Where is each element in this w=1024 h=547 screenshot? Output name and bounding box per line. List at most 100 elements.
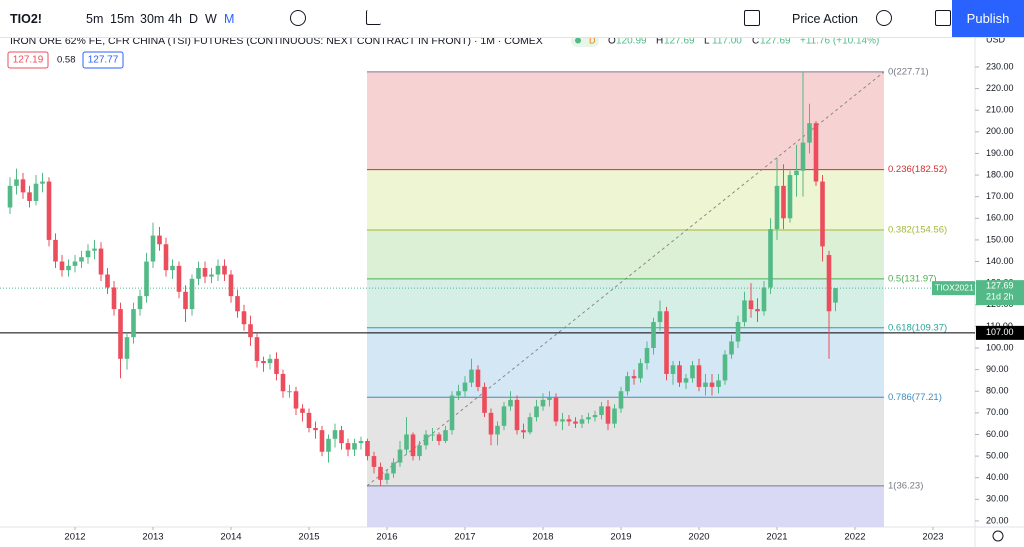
ohlc-key: L (704, 36, 710, 47)
publish-button[interactable]: Publish (952, 0, 1024, 37)
candle-body (761, 287, 767, 312)
interval[interactable]: 30m (140, 12, 165, 26)
candle-body (625, 376, 630, 392)
candle-body (612, 408, 617, 424)
y-tick-label: 180.00 (986, 169, 1014, 179)
candle-body (209, 274, 214, 277)
candle-body (332, 430, 338, 439)
candle-body (157, 235, 162, 245)
candle-body (196, 268, 201, 279)
badge: D (589, 35, 596, 45)
candle-body (781, 185, 786, 219)
candle-body (384, 473, 390, 480)
candle-body (813, 123, 819, 182)
candle-body (475, 369, 481, 387)
candle-body (105, 274, 110, 288)
candle-body (72, 261, 78, 266)
x-tick-label: 2017 (454, 532, 475, 543)
candle-body (111, 287, 117, 310)
rect-icon[interactable] (744, 10, 760, 26)
x-tick-label: 2019 (610, 532, 631, 543)
fib-zone (367, 278, 884, 328)
interval[interactable]: D (189, 12, 199, 26)
candle-body (137, 296, 143, 310)
candle-body (326, 438, 331, 452)
candle-body (748, 300, 754, 310)
candle-body (592, 415, 598, 418)
candle-body (300, 408, 305, 413)
fib-zone (367, 397, 884, 486)
candle-body (794, 170, 799, 176)
candle-body (228, 274, 234, 297)
interval[interactable]: W (205, 12, 217, 26)
bid: 127.19 (13, 55, 44, 66)
candle-body (755, 309, 760, 312)
ohlc-key: C (752, 36, 759, 47)
y-tick-label: 150.00 (986, 234, 1014, 244)
layout-name[interactable]: Price Action (792, 12, 859, 26)
candle-body (339, 430, 344, 444)
candle-body (599, 406, 604, 416)
x-tick-label: 2013 (142, 532, 163, 543)
ask-box (82, 51, 124, 69)
hline-label: 107.00 (986, 327, 1014, 337)
candle-body (267, 358, 273, 364)
candle-body (631, 376, 637, 379)
interval[interactable]: M (224, 12, 235, 26)
ohlc-value: 120.99 (616, 36, 647, 47)
candle-body (430, 434, 435, 436)
candle-body (579, 419, 585, 424)
candle-body (365, 440, 370, 457)
candle-body (274, 358, 279, 374)
indicator-icon[interactable] (290, 10, 306, 26)
candle-body (696, 365, 702, 387)
chart-type-icon[interactable] (366, 10, 381, 25)
y-tick-label: 220.00 (986, 83, 1014, 93)
fib-label: 1(36.23) (888, 480, 923, 491)
y-tick-label: 170.00 (986, 191, 1014, 201)
candle-body (488, 412, 494, 435)
interval[interactable]: 5m (86, 12, 104, 26)
symbol[interactable]: TIO2! (10, 12, 42, 26)
candle-body (202, 268, 208, 277)
y-tick-label: 20.00 (986, 515, 1009, 525)
candle-body (495, 425, 500, 435)
candle-body (462, 382, 468, 392)
candle-body (527, 417, 533, 433)
candle-body (33, 183, 39, 201)
candle-body (118, 309, 123, 359)
ohlc-value: 127.69 (664, 36, 695, 47)
candle-body (391, 462, 396, 474)
x-tick-label: 2014 (220, 532, 241, 543)
candle-body (456, 391, 461, 396)
candle-body (66, 265, 71, 271)
fib-label: 0.5(131.97) (888, 273, 937, 284)
candle-body (261, 360, 266, 364)
fib-label: 0.382(154.56) (888, 225, 947, 236)
x-tick-label: 2012 (64, 532, 85, 543)
interval[interactable]: 4h (168, 12, 182, 26)
candle-body (807, 123, 812, 143)
price-line-name: TIOX2021 (935, 282, 974, 292)
settings-icon[interactable] (876, 10, 892, 26)
candle-body (170, 265, 175, 271)
interval[interactable]: 15m (110, 12, 135, 26)
price-value-bg (976, 280, 1024, 306)
snapshot-icon[interactable] (935, 10, 951, 26)
candle-body (358, 440, 364, 444)
candle-body (40, 181, 45, 184)
candle-body (98, 248, 104, 275)
y-tick-label: 40.00 (986, 472, 1009, 482)
x-tick-label: 2015 (298, 532, 319, 543)
candle-body (729, 341, 734, 355)
candle-body (345, 443, 351, 450)
fib-label: 0.786(77.21) (888, 392, 942, 403)
candle-body (469, 369, 474, 383)
candle-body (417, 445, 422, 457)
candle-body (215, 265, 221, 275)
candle-body (820, 181, 825, 247)
candle-body (573, 421, 578, 424)
x-tick-label: 2018 (532, 532, 553, 543)
